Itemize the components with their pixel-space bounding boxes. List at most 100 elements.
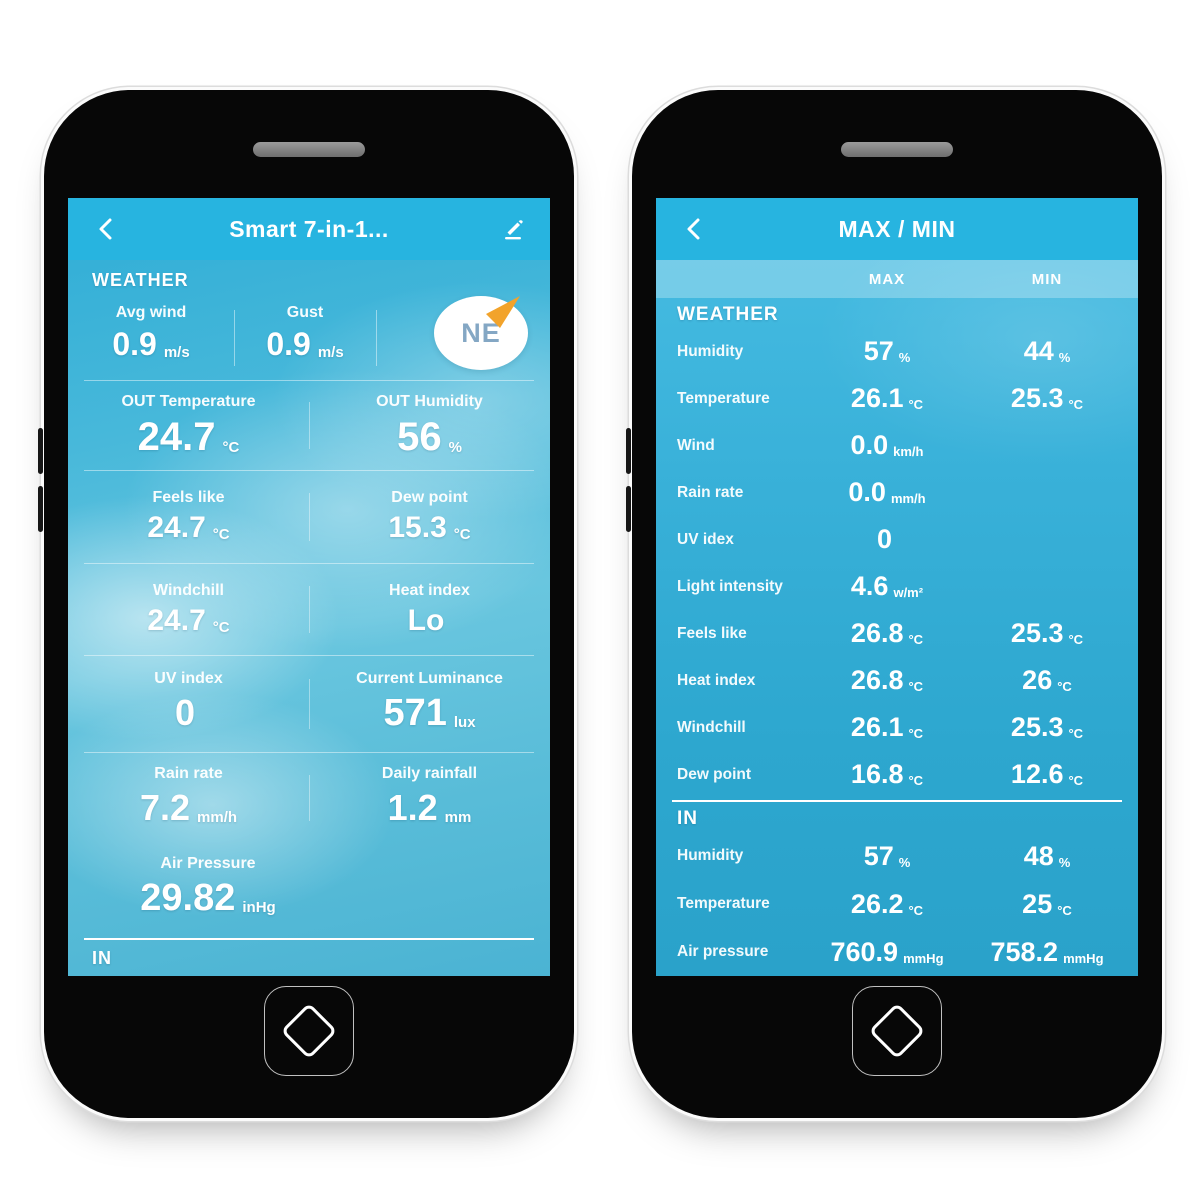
current-luminance-metric: Current Luminance 571 lux	[309, 656, 550, 735]
max-value: 26.1	[850, 712, 904, 742]
table-row-humidity: Humidity 57% 44%	[656, 328, 1138, 375]
page-title: Smart 7-in-1...	[229, 215, 389, 242]
metric-label: OUT Temperature	[121, 393, 256, 410]
metric-value: 0.9	[266, 326, 311, 362]
table-row-temperature: Temperature 26.1 °C 25.3 °C	[656, 375, 1138, 422]
right-phone: MAX / MIN MAX MIN WEATHER Humidity 57% 4…	[626, 90, 1162, 1118]
max-value: 26.8	[850, 665, 904, 695]
row-label: Windchill	[677, 718, 746, 736]
divider	[309, 493, 310, 541]
metric-label: Gust	[286, 304, 324, 321]
metric-label: Rain rate	[154, 765, 223, 782]
max-unit: °C	[908, 902, 924, 918]
min-unit: %	[1058, 350, 1071, 365]
metric-value: 0	[174, 692, 196, 733]
back-button[interactable]	[680, 216, 706, 242]
min-unit: °C	[1068, 773, 1084, 788]
left-phone: Smart 7-in-1... WEATHER Avg wind 0.9 m/s	[38, 90, 574, 1118]
row-label: Dew point	[677, 765, 752, 783]
home-button[interactable]	[264, 986, 354, 1076]
divider	[672, 800, 1122, 802]
divider	[84, 938, 534, 940]
row-label: Wind	[677, 436, 715, 454]
min-value: 25.3	[1010, 383, 1064, 413]
max-value: 760.9	[830, 936, 899, 967]
metric-label: Windchill	[153, 582, 224, 599]
max-unit: °C	[908, 679, 924, 694]
metric-row: Feels like 24.7 °C Dew point 15.3 °C	[68, 471, 550, 563]
max-unit: km/h	[893, 444, 924, 459]
metric-value: 24.7	[137, 415, 216, 459]
metric-unit: inHg	[242, 899, 276, 916]
divider	[234, 310, 235, 366]
table-row-heat-index: Heat index 26.8 °C 26 °C	[656, 657, 1138, 704]
table-row-in-humidity: Humidity 57% 48%	[656, 832, 1138, 880]
back-button[interactable]	[92, 216, 118, 242]
metric-value: 1.2	[387, 787, 438, 828]
row-label: Air pressure	[677, 943, 769, 960]
table-row-uv-index: UV idex 0	[656, 516, 1138, 563]
app-header: Smart 7-in-1...	[68, 198, 550, 260]
max-value: 0	[876, 524, 893, 554]
min-value: 26	[1022, 665, 1053, 695]
divider	[84, 470, 534, 471]
table-row-in-air-pressure: Air pressure 760.9 mmHg 758.2 mmHg	[656, 928, 1138, 976]
min-unit: °C	[1057, 902, 1072, 918]
out-temperature-metric: OUT Temperature 24.7 °C	[68, 381, 309, 460]
uv-index-metric: UV index 0	[68, 656, 309, 734]
metric-unit: lux	[453, 714, 476, 731]
metric-value: 29.82	[140, 877, 236, 919]
max-unit: °C	[908, 397, 924, 412]
edit-button[interactable]	[500, 216, 526, 242]
max-min-screen: MAX / MIN MAX MIN WEATHER Humidity 57% 4…	[656, 198, 1138, 976]
min-value: 25	[1022, 888, 1053, 919]
divider	[309, 402, 310, 449]
row-label: UV idex	[677, 530, 734, 548]
weather-dashboard-screen: Smart 7-in-1... WEATHER Avg wind 0.9 m/s	[68, 198, 550, 976]
min-unit: °C	[1068, 632, 1084, 647]
volume-button	[38, 428, 43, 474]
min-value: 48	[1023, 840, 1054, 871]
table-row-wind: Wind 0.0 km/h	[656, 422, 1138, 469]
row-label: Temperature	[677, 389, 770, 407]
table-row-feels-like: Feels like 26.8 °C 25.3 °C	[656, 610, 1138, 657]
section-title-weather: WEATHER	[677, 304, 779, 325]
divider	[309, 774, 310, 822]
max-value: 0.0	[848, 477, 886, 507]
metric-label: UV index	[154, 670, 223, 687]
max-unit: °C	[908, 773, 924, 788]
metric-label: Avg wind	[115, 304, 187, 321]
home-button-diamond-icon	[280, 1002, 338, 1060]
pencil-icon	[505, 220, 523, 240]
windchill-metric: Windchill 24.7 °C	[68, 564, 309, 638]
metric-value: 0.9	[112, 326, 157, 362]
max-unit: °C	[908, 632, 924, 647]
row-label: Rain rate	[677, 483, 744, 501]
min-value: 758.2	[990, 936, 1059, 967]
max-value: 57	[863, 336, 894, 366]
metric-unit: %	[448, 439, 462, 456]
wind-direction-value: NE	[461, 317, 501, 348]
app-header: MAX / MIN	[656, 198, 1138, 260]
out-humidity-metric: OUT Humidity 56 %	[309, 381, 550, 460]
divider	[309, 679, 310, 729]
metric-unit: °C	[222, 439, 240, 456]
max-unit: °C	[908, 726, 924, 741]
table-row-windchill: Windchill 26.1 °C 25.3 °C	[656, 704, 1138, 751]
divider	[376, 310, 377, 366]
min-unit: °C	[1068, 397, 1084, 412]
column-header-max: MAX	[868, 270, 906, 288]
metric-row: Windchill 24.7 °C Heat index Lo	[68, 564, 550, 655]
earpiece	[253, 142, 365, 157]
max-value: 26.8	[850, 618, 904, 648]
chevron-left-icon	[687, 218, 700, 240]
divider	[84, 752, 534, 753]
table-row-rain-rate: Rain rate 0.0 mm/h	[656, 469, 1138, 516]
metric-label: Heat index	[389, 582, 470, 599]
compass-arrow-icon	[486, 296, 520, 328]
metric-row: UV index 0 Current Luminance 571 lux	[68, 656, 550, 752]
home-button[interactable]	[852, 986, 942, 1076]
volume-button	[626, 428, 631, 474]
min-value: 12.6	[1010, 759, 1064, 789]
metric-label: Dew point	[391, 489, 468, 506]
